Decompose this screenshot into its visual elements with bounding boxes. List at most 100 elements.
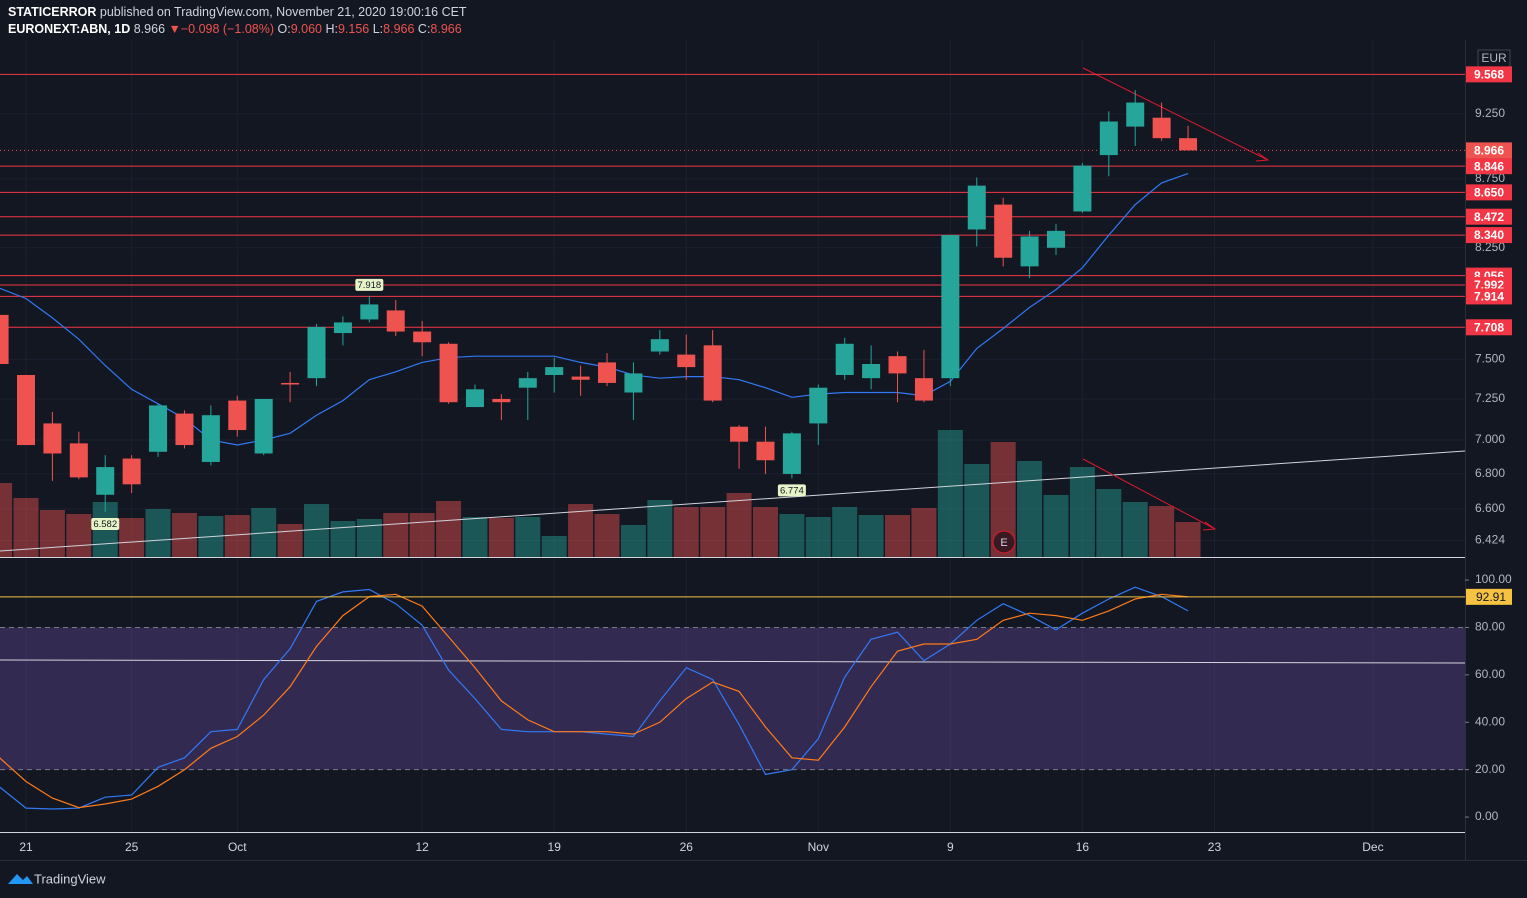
price-marker: 6.582 [93, 519, 117, 530]
oscillator-band [0, 627, 1465, 770]
header-line: STATICERROR published on TradingView.com… [8, 4, 467, 21]
volume-bar [1175, 522, 1201, 557]
level-label-box [1466, 208, 1512, 225]
volume-bar [488, 518, 514, 557]
candle-body [862, 363, 881, 379]
last-value-box [1466, 588, 1512, 605]
volume-bar [911, 508, 937, 557]
volume-bar [515, 517, 541, 557]
y-tick-label: 7.500 [1475, 351, 1505, 365]
volume-bar [383, 513, 409, 557]
price-marker: 7.918 [357, 280, 381, 291]
brand-logo [8, 874, 33, 884]
volume-bar [832, 507, 858, 557]
candle-body [333, 322, 352, 334]
volume-bar [436, 501, 462, 557]
volume-bar [620, 525, 646, 557]
candle-body [598, 362, 617, 383]
price-marker-box [777, 484, 806, 497]
candle-body [386, 310, 405, 332]
volume-bar [66, 514, 92, 557]
symbol: EURONEXT:ABN, 1D [8, 22, 131, 36]
candle-body [43, 423, 62, 454]
level-label: 7.914 [1474, 290, 1504, 304]
volume-bar [752, 507, 778, 557]
line-layer [0, 67, 1466, 810]
x-tick-label: 26 [680, 840, 694, 854]
candle-body [730, 426, 749, 442]
trend-arrow [1082, 458, 1216, 530]
h: 9.156 [337, 22, 370, 36]
volume-bar [13, 498, 39, 557]
candle-body [571, 376, 590, 380]
volume-bar [145, 509, 171, 557]
level-label-box [1466, 158, 1512, 175]
last: 8.966 [133, 22, 166, 36]
volume-bar [1069, 467, 1095, 557]
candle-body [122, 458, 141, 485]
candle-body [1152, 117, 1171, 139]
candle-body [96, 467, 115, 495]
published: published on TradingView.com, November 2… [99, 5, 467, 19]
candle-body [1073, 165, 1092, 212]
level-label-box [1466, 319, 1512, 336]
y-tick-label: 8.750 [1475, 171, 1505, 185]
o: 9.060 [290, 22, 322, 36]
candle-body [228, 400, 247, 431]
arrow: ▼ [168, 22, 181, 36]
candle-body [307, 326, 326, 379]
candle-body [17, 374, 35, 446]
candle-body [281, 382, 300, 385]
level-label: 9.568 [1474, 68, 1504, 82]
candle-layer [0, 90, 1198, 513]
x-tick-label: 25 [125, 840, 139, 854]
change: −0.098 (−1.08%) [180, 22, 274, 36]
oscillator-line [0, 593, 1189, 809]
candle-body [545, 367, 564, 375]
level-label-box [1466, 184, 1512, 201]
c-label: C: [417, 22, 431, 36]
earnings-marker [992, 530, 1016, 554]
price-marker: 6.774 [780, 485, 804, 496]
x-tick-label: 12 [415, 840, 429, 854]
y-tick-label: 6.800 [1475, 466, 1505, 480]
candle-body [254, 398, 273, 454]
header: STATICERROR published on TradingView.com… [8, 4, 467, 38]
volume-bar [1096, 489, 1122, 557]
volume-bar [568, 504, 594, 557]
y-tick-label: 100.00 [1475, 572, 1512, 586]
o-label: O: [277, 22, 291, 36]
volume-bar [119, 518, 145, 557]
oscillator-line [0, 586, 1189, 810]
arrow-head [1202, 521, 1217, 531]
volume-bar [304, 504, 330, 557]
candle-body [888, 356, 907, 374]
y-tick-label: 0.00 [1475, 809, 1499, 823]
volume-bar [885, 515, 911, 557]
earnings-label: E [1000, 537, 1007, 549]
volume-bar [171, 513, 197, 557]
volume-bar [805, 517, 831, 557]
grid-layer [0, 40, 1465, 832]
candle-body [1046, 230, 1065, 248]
arrow-head [1255, 152, 1270, 162]
candle-body [650, 339, 669, 352]
x-tick-label: 21 [19, 840, 33, 854]
candle-body [914, 378, 933, 401]
candle-body [703, 345, 722, 401]
volume-bar [224, 515, 250, 557]
currency: EUR [1481, 51, 1507, 65]
candle-body [518, 378, 537, 388]
volume-bar [1017, 461, 1043, 557]
volume-bar [779, 514, 805, 557]
y-tick-label: 7.000 [1475, 432, 1505, 446]
candle-body [994, 204, 1013, 258]
x-tick-label: Dec [1362, 840, 1383, 854]
y-tick-label: 6.424 [1475, 533, 1505, 547]
candle-body [1020, 236, 1039, 267]
level-label: 7.708 [1474, 320, 1504, 334]
volume-bar [541, 536, 567, 557]
c: 8.966 [430, 22, 462, 36]
